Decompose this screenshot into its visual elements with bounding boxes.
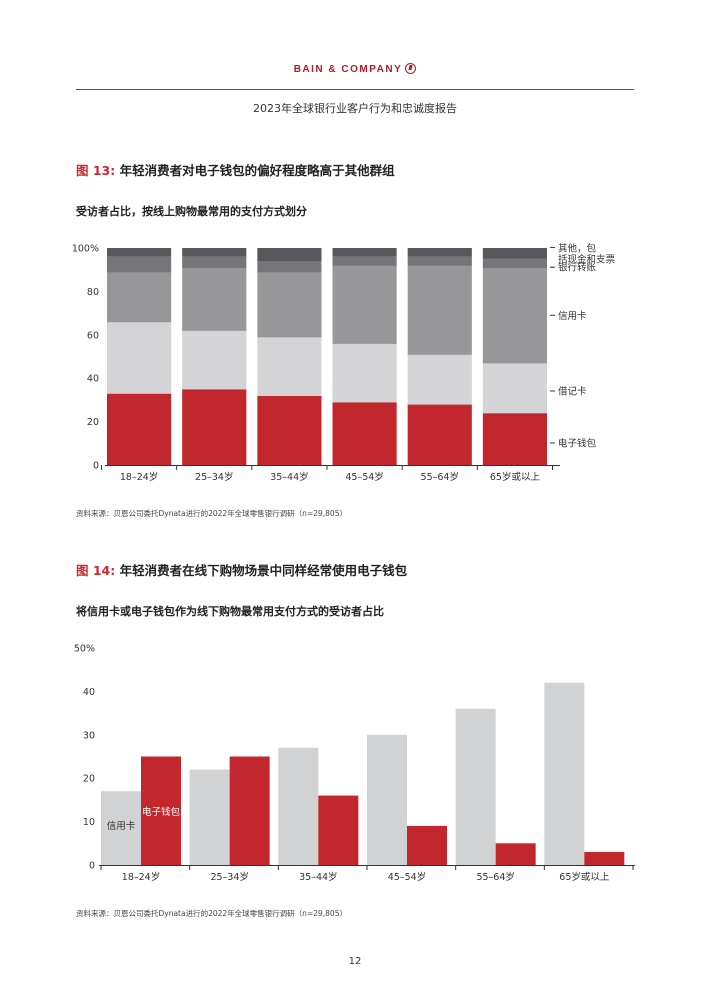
bar-segment [107,321,172,394]
x-tick-label: 18–24岁 [120,471,158,483]
x-tick-label: 45–54岁 [345,471,383,483]
bar-segment [257,271,322,338]
bar [407,825,447,865]
bar-segment [332,256,397,266]
bar [495,843,536,865]
figure14-source: 资料来源：贝恩公司委托Dynata进行的2022年全球零售银行调研（n=29,8… [76,909,347,918]
bar-segment [332,343,397,403]
figure14-label: 图 14: [76,563,116,578]
figure13-subtitle: 受访者占比，按线上购物最常用的支付方式划分 [76,205,307,218]
legend-label: 括现金和支票 [558,253,616,265]
x-tick-label: 65岁或以上 [559,871,610,883]
bar-segment [332,248,397,257]
figure13-label: 图 13: [76,163,116,178]
report-title: 2023年全球银行业客户行为和忠诚度报告 [253,102,457,115]
bar [189,769,230,865]
page-number: 12 [348,956,362,967]
x-tick-label: 18–24岁 [122,871,160,883]
bar-segment [182,248,247,257]
brand-logo: BAIN & COMPANY [0,63,710,75]
bar-segment [482,258,547,268]
bar-segment [407,265,472,355]
bar-segment [407,404,472,466]
y-tick-label: 20 [83,774,95,785]
x-tick-label: 45–54岁 [388,871,426,883]
bar [455,708,496,865]
bar [367,734,407,865]
figure13-title: 图 13: 年轻消费者对电子钱包的偏好程度略高于其他群组 [76,160,395,179]
legend-label: 电子钱包 [142,806,181,818]
brand-name: BAIN & COMPANY [293,64,403,75]
x-tick-label: 35–44岁 [299,871,337,883]
bar-segment [407,256,472,266]
bar [318,795,359,865]
y-tick-label: 40 [87,374,99,385]
figure14-title-text: 年轻消费者在线下购物场景中同样经常使用电子钱包 [119,563,408,578]
legend-label: 其他，包 [558,242,597,254]
bar [141,756,181,865]
legend-label: 银行转账 [558,262,597,274]
y-tick-label: 20 [87,417,99,428]
y-tick-label: 100% [72,244,99,255]
bar [584,851,625,865]
y-tick-label: 30 [83,730,95,741]
y-tick-label: 0 [89,861,95,872]
bar-segment [482,412,547,466]
y-tick-label: 50% [74,644,95,655]
bar-segment [407,354,472,405]
bar [229,756,270,865]
bar-segment [482,248,547,259]
y-tick-label: 10 [83,817,95,828]
x-tick-label: 35–44岁 [270,471,308,483]
x-tick-label: 55–64岁 [476,871,514,883]
bar-segment [107,271,172,323]
stacked-bar-chart: 0 20 40 60 80 100% 18–24岁 25–34岁 35–44岁 45–54岁 55–… [72,242,616,483]
bar-segment [182,330,247,390]
bar-segment [182,267,247,331]
bar-segment [107,256,172,273]
header-rule [76,89,634,90]
x-tick-label: 65岁或以上 [490,471,541,483]
x-tick-label: 25–34岁 [195,471,233,483]
legend-label: 借记卡 [558,385,587,397]
bar-segment [182,256,247,268]
bar-segment [482,363,547,414]
bar-segment [257,261,322,273]
grouped-bar-chart: 0 10 20 30 40 50% 18–24岁 25–34岁 35–44岁 45–54岁 55–6… [74,644,635,883]
bar-segment [257,395,322,466]
bar-segment [407,248,472,257]
x-tick-label: 55–64岁 [421,471,459,483]
figure14-title: 图 14: 年轻消费者在线下购物场景中同样经常使用电子钱包 [76,560,407,579]
legend-label: 信用卡 [107,820,136,832]
bar-segment [107,248,172,257]
legend-label: 信用卡 [558,310,587,322]
legend-label: 电子钱包 [558,437,597,449]
bar-segment [182,389,247,466]
bain-logo-icon [405,63,417,74]
bar-segment [482,267,547,364]
bar-segment [332,265,397,344]
figure13-source: 资料来源：贝恩公司委托Dynata进行的2022年全球零售银行调研（n=29,8… [76,509,347,518]
bar-segment [257,248,322,262]
bar-segment [107,393,172,466]
x-tick-label: 25–34岁 [210,871,248,883]
y-tick-label: 80 [87,287,99,298]
y-tick-label: 0 [93,461,99,472]
y-tick-label: 40 [83,687,95,698]
bar [544,682,585,865]
y-tick-label: 60 [87,330,99,341]
figure13-title-text: 年轻消费者对电子钱包的偏好程度略高于其他群组 [119,163,395,178]
bar [101,791,141,865]
bar [278,747,319,865]
figure14-subtitle: 将信用卡或电子钱包作为线下购物最常用支付方式的受访者占比 [76,605,384,618]
bar-segment [257,336,322,396]
bar-segment [332,402,397,466]
